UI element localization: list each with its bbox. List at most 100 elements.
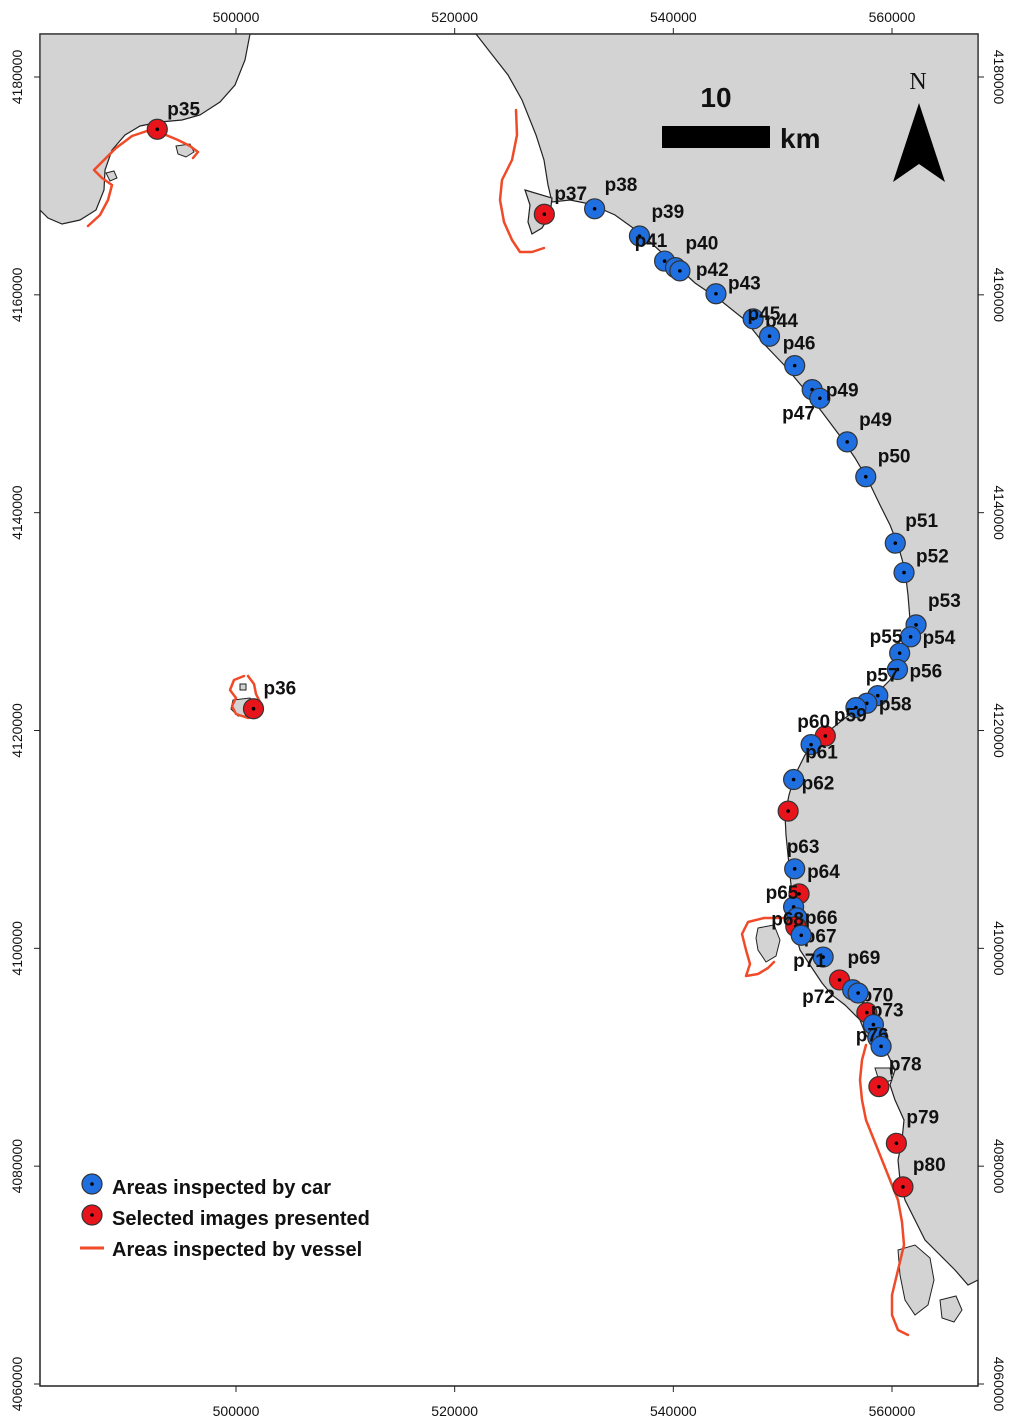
map-point-p77[interactable] [870, 1035, 892, 1057]
map-point-p62[interactable]: p62 [782, 768, 835, 795]
x-tick-label-top: 500000 [213, 9, 260, 25]
point-label: p67 [804, 927, 837, 948]
map-point-p39[interactable]: p39 [628, 202, 684, 247]
legend-images-label: Selected images presented [112, 1208, 370, 1230]
point-label: p51 [905, 511, 938, 532]
north-arrow: N [893, 69, 945, 182]
y-tick-label-right: 4180000 [991, 50, 1007, 105]
map-point-p38[interactable]: p38 [584, 175, 638, 220]
point-label: p61 [805, 743, 838, 764]
point-center-dot [809, 742, 813, 747]
y-tick-label-left: 4080000 [9, 1139, 25, 1194]
map-point-p46[interactable]: p46 [783, 334, 816, 377]
point-label: p47 [782, 404, 815, 425]
point-center-dot [914, 623, 918, 627]
point-center-dot [786, 809, 790, 813]
map-point-p51[interactable]: p51 [884, 511, 938, 554]
map-point-p61[interactable]: p61 [800, 734, 838, 764]
point-center-dot [895, 667, 900, 672]
point-label: p71 [793, 951, 826, 972]
point-label: p38 [605, 175, 638, 196]
point-label: p68 [771, 909, 804, 930]
map-point-p43[interactable]: p43 [705, 274, 761, 305]
map-point-p49a[interactable]: p49 [809, 380, 859, 409]
map-point-p45[interactable]: p45 [748, 304, 781, 347]
point-label: p42 [696, 260, 729, 281]
x-axis-bottom: 500000 520000 540000 560000 [213, 1386, 916, 1419]
legend-item-car: Areas inspected by car [81, 1173, 331, 1199]
map-point-p63[interactable]: p63 [784, 837, 820, 880]
point-center-dot [751, 316, 755, 321]
point-center-dot [902, 570, 906, 575]
y-tick-label-right: 4160000 [991, 268, 1007, 323]
point-label: p80 [913, 1155, 946, 1176]
map-point-p55[interactable]: p55 [870, 627, 911, 664]
map-point-p52[interactable]: p52 [893, 547, 949, 584]
point-label: p63 [787, 837, 820, 858]
point-label: p45 [748, 304, 781, 325]
point-center-dot [845, 440, 849, 444]
map-point-p79[interactable]: p79 [885, 1107, 939, 1154]
point-label: p66 [805, 908, 838, 929]
map-point-p68[interactable]: p68 [771, 909, 812, 946]
vessel-track-p36 [228, 674, 264, 720]
point-center-dot [792, 867, 797, 871]
x-tick-label-top: 540000 [650, 9, 697, 25]
point-center-dot [592, 206, 597, 211]
point-center-dot [767, 334, 772, 339]
x-tick-label-bottom: 560000 [869, 1403, 916, 1419]
x-tick-label-top: 520000 [431, 9, 478, 25]
y-tick-label-right: 4100000 [991, 921, 1007, 976]
legend-item-vessel: Areas inspected by vessel [80, 1239, 362, 1261]
y-tick-label-left: 4140000 [9, 485, 25, 540]
map-point-p72[interactable]: p72 [802, 982, 869, 1008]
map-point-p37[interactable]: p37 [533, 184, 587, 225]
y-tick-label-left: 4100000 [9, 921, 25, 976]
map-point-p71[interactable]: p71 [793, 946, 834, 972]
scale-bar-rect [662, 126, 770, 148]
point-center-dot [823, 734, 828, 738]
map-point-p80[interactable]: p80 [892, 1155, 946, 1198]
point-label: p46 [783, 334, 816, 355]
point-center-dot [797, 892, 801, 896]
point-center-dot [791, 777, 796, 782]
map-point-p49b[interactable]: p49 [836, 410, 892, 453]
point-center-dot [837, 978, 842, 982]
point-center-dot [894, 1141, 899, 1146]
y-tick-label-left: 4120000 [9, 703, 25, 758]
map-point-p78[interactable]: p78 [868, 1055, 922, 1098]
point-center-dot [865, 1010, 869, 1015]
map-point-p35[interactable]: p35 [146, 99, 200, 140]
map-point-p56[interactable]: p56 [886, 658, 942, 683]
y-tick-label-left: 4180000 [9, 50, 25, 105]
island-south-a [897, 1244, 935, 1316]
point-center-dot [155, 127, 160, 132]
point-label: p49 [859, 410, 892, 431]
point-center-dot [856, 991, 860, 995]
y-tick-label-right: 4060000 [991, 1357, 1007, 1412]
point-center-dot [818, 396, 822, 401]
point-center-dot [901, 1185, 905, 1189]
point-label: p62 [802, 774, 835, 795]
point-center-dot [875, 693, 880, 698]
point-center-dot [792, 363, 797, 368]
map-point-p36[interactable]: p36 [242, 679, 296, 720]
map-point-p50[interactable]: p50 [855, 447, 911, 488]
map-point-p42[interactable]: p42 [669, 260, 729, 282]
point-center-dot [893, 541, 898, 545]
scale-bar: 10 km [662, 82, 820, 154]
point-label: p41 [635, 231, 668, 252]
x-tick-label-bottom: 500000 [213, 1403, 260, 1419]
map-point-p54[interactable]: p54 [899, 626, 956, 649]
land-west [40, 34, 251, 225]
point-label: p53 [928, 591, 961, 612]
map-point-p59[interactable]: p59 [834, 697, 867, 727]
north-arrow-label: N [909, 69, 926, 95]
map-point-p62b[interactable] [777, 800, 799, 822]
point-label: p72 [802, 987, 835, 1008]
point-label: p65 [766, 883, 799, 904]
point-label: p43 [728, 274, 761, 295]
point-label: p36 [263, 679, 296, 700]
point-center-dot [542, 212, 547, 217]
